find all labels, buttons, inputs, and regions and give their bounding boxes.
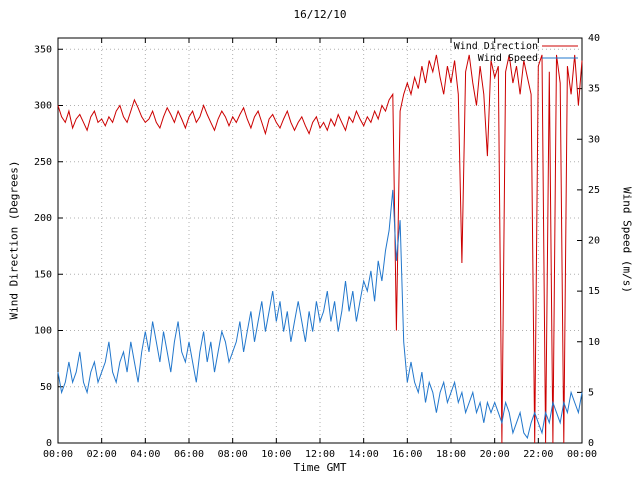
svg-text:22:00: 22:00: [523, 449, 553, 460]
svg-text:04:00: 04:00: [130, 449, 160, 460]
svg-text:5: 5: [588, 387, 594, 398]
svg-text:20:00: 20:00: [480, 449, 510, 460]
chart-title: 16/12/10: [293, 8, 347, 21]
x-axis-label: Time GMT: [293, 461, 347, 474]
svg-text:50: 50: [40, 382, 52, 393]
svg-text:15: 15: [588, 286, 600, 297]
svg-text:40: 40: [588, 33, 600, 44]
svg-text:12:00: 12:00: [305, 449, 335, 460]
svg-text:10:00: 10:00: [261, 449, 291, 460]
svg-text:30: 30: [588, 134, 600, 145]
svg-text:35: 35: [588, 84, 600, 95]
svg-text:150: 150: [34, 269, 52, 280]
svg-text:16:00: 16:00: [392, 449, 422, 460]
svg-text:10: 10: [588, 337, 600, 348]
svg-text:250: 250: [34, 157, 52, 168]
svg-text:06:00: 06:00: [174, 449, 204, 460]
svg-text:Wind Speed: Wind Speed: [478, 53, 538, 64]
svg-text:00:00: 00:00: [43, 449, 73, 460]
svg-text:0: 0: [588, 438, 594, 449]
svg-text:300: 300: [34, 101, 52, 112]
svg-text:20: 20: [588, 236, 600, 247]
svg-text:Wind Direction: Wind Direction: [454, 41, 538, 52]
svg-text:02:00: 02:00: [87, 449, 117, 460]
svg-text:14:00: 14:00: [349, 449, 379, 460]
svg-text:100: 100: [34, 326, 52, 337]
svg-text:350: 350: [34, 44, 52, 55]
svg-text:00:00: 00:00: [567, 449, 597, 460]
svg-text:25: 25: [588, 185, 600, 196]
svg-text:200: 200: [34, 213, 52, 224]
svg-text:08:00: 08:00: [218, 449, 248, 460]
svg-text:18:00: 18:00: [436, 449, 466, 460]
svg-text:0: 0: [46, 438, 52, 449]
